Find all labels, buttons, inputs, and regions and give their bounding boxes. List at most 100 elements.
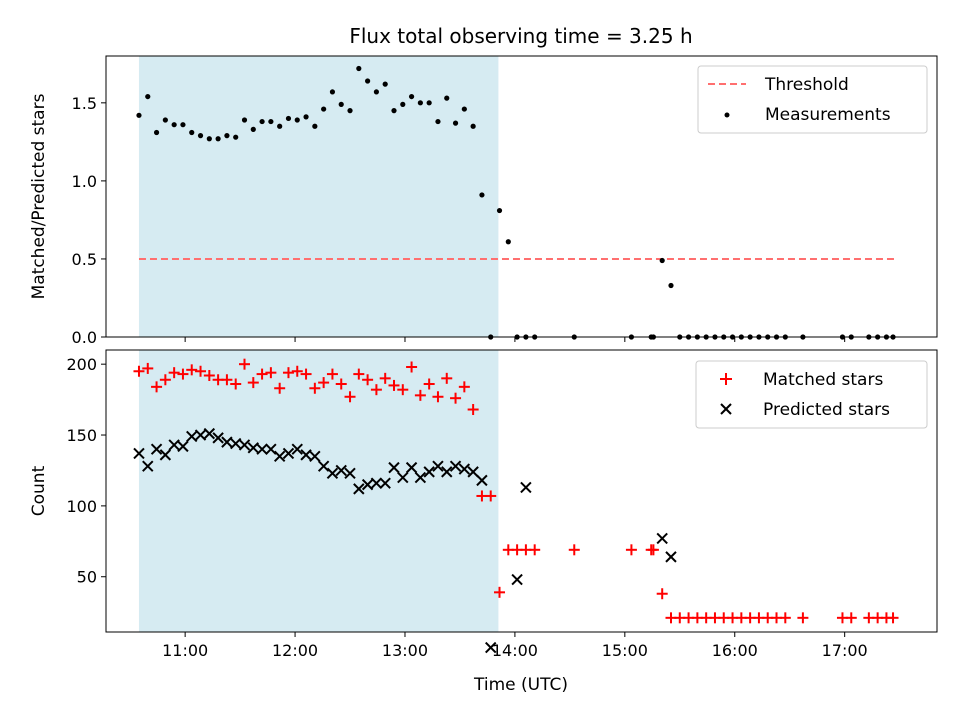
predicted-star-point <box>344 467 356 479</box>
predicted-star-point <box>520 481 532 494</box>
measurement-point <box>259 118 265 125</box>
matched-star-point <box>432 391 444 403</box>
predicted-star-point <box>665 551 677 563</box>
matched-star-point <box>203 370 215 382</box>
predicted-star-point <box>168 439 180 451</box>
measurement-point <box>206 136 212 142</box>
predicted-star-point <box>212 432 224 444</box>
measurement-point <box>224 133 230 139</box>
count-legend-box <box>695 360 928 429</box>
matched-star-point <box>397 384 409 396</box>
measurement-point <box>659 257 665 264</box>
matched-star-point <box>335 378 347 390</box>
predicted-star-point <box>291 443 303 455</box>
matched-star-point <box>177 368 189 380</box>
measurement-point <box>408 93 415 100</box>
matched-star-point <box>406 361 418 373</box>
predicted-star-point <box>177 440 189 453</box>
matched-star-point <box>370 384 382 396</box>
matched-star-point <box>309 382 321 394</box>
measurement-point <box>233 134 239 140</box>
predicted-star-point <box>142 460 154 472</box>
legend-predicted-label: Predicted stars <box>763 400 890 420</box>
measurement-point <box>180 122 186 128</box>
measurement-point <box>356 65 362 72</box>
measurement-point <box>426 100 432 106</box>
count-legend: Matched stars Predicted stars <box>695 360 928 429</box>
measurement-point <box>285 115 292 122</box>
count-ytick-label: 150 <box>66 426 97 445</box>
predicted-star-point <box>467 466 479 478</box>
matched-star-point <box>568 544 580 556</box>
matched-star-point <box>467 404 479 416</box>
predicted-star-point <box>194 429 207 441</box>
matched-star-point <box>300 368 312 380</box>
predicted-star-point <box>511 573 523 586</box>
count-marks <box>133 358 899 654</box>
measurement-point <box>668 282 674 289</box>
predicted-star-point <box>379 477 391 489</box>
measurement-point <box>171 122 177 128</box>
predicted-star-point <box>326 467 339 479</box>
predicted-star-point <box>414 471 427 484</box>
measurement-point <box>312 123 318 129</box>
matched-star-point <box>779 612 791 624</box>
matched-star-point <box>414 389 426 401</box>
measurement-point <box>277 123 283 129</box>
measurement-point <box>461 106 467 112</box>
matched-star-point <box>529 544 541 556</box>
matched-star-point <box>625 544 637 556</box>
predicted-star-point <box>405 461 418 474</box>
predicted-star-point <box>203 427 216 440</box>
measurement-point <box>294 117 300 123</box>
measurement-point <box>321 106 327 112</box>
measurement-point <box>162 117 168 123</box>
predicted-star-point <box>238 439 251 451</box>
matched-star-point <box>797 612 809 624</box>
matched-star-point <box>142 362 154 374</box>
measurement-point <box>417 100 423 106</box>
matched-star-point <box>344 391 356 403</box>
matched-star-point <box>379 372 391 384</box>
ratio-panel: 0.0 0.5 1.0 1.5 Matched/Predicted stars Thr… <box>29 55 938 347</box>
matched-star-point <box>656 588 668 600</box>
count-ytick-label: 100 <box>66 497 97 516</box>
matched-star-point <box>291 365 303 377</box>
predicted-star-point <box>150 443 163 455</box>
matched-star-point <box>151 381 163 393</box>
matched-star-point <box>159 374 171 386</box>
measurement-point <box>250 126 256 132</box>
legend-measurements-label: Measurements <box>765 105 891 125</box>
measurement-point <box>338 101 344 107</box>
chart-title: Flux total observing time = 3.25 h <box>349 24 692 48</box>
count-panel: 50 100 150 200 11:00 12:00 13:00 14:00 15:00 16:0… <box>29 349 938 695</box>
measurement-point <box>382 81 388 87</box>
matched-star-point <box>326 368 338 380</box>
matched-star-point <box>441 372 453 384</box>
matched-star-point <box>168 367 180 379</box>
matched-star-point <box>282 367 294 379</box>
count-y-axis-label: Count <box>29 465 49 516</box>
matched-star-point <box>239 358 250 370</box>
matched-star-point <box>221 374 233 386</box>
predicted-star-point <box>256 443 268 455</box>
matched-star-point <box>247 377 259 389</box>
predicted-star-point <box>485 641 497 654</box>
count-xtick-label: 12:00 <box>272 641 318 660</box>
measurement-point <box>329 89 336 95</box>
predicted-star-point <box>186 430 198 443</box>
measurement-point <box>505 239 511 245</box>
matched-star-point <box>647 544 659 556</box>
predicted-star-point <box>388 461 400 474</box>
measurement-point <box>452 120 459 126</box>
count-axis-ticks: 50 100 150 200 11:00 12:00 13:00 14:00 15:00 16:0… <box>66 355 867 660</box>
measurement-point <box>400 101 406 107</box>
matched-star-point <box>485 490 497 502</box>
observing-window-shade-bottom <box>138 350 499 632</box>
matched-star-point <box>423 378 435 390</box>
ratio-y-axis-label: Matched/Predicted stars <box>29 93 49 299</box>
measurement-point <box>444 95 450 101</box>
matched-star-point <box>362 374 374 386</box>
matched-star-point <box>353 368 365 380</box>
measurement-point <box>365 78 371 84</box>
